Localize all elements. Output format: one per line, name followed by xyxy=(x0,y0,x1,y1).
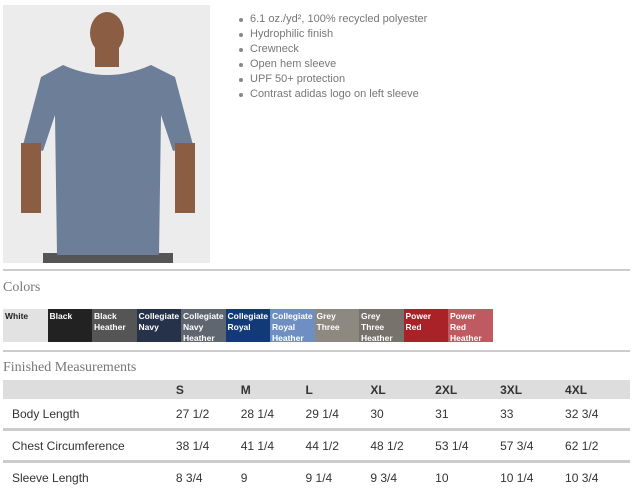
measurement-cell: 30 xyxy=(370,399,436,431)
measurement-cell: 53 1/4 xyxy=(435,429,501,463)
measurement-cell: 41 1/4 xyxy=(240,429,306,463)
measurement-cell: 38 1/4 xyxy=(175,429,241,463)
color-swatch[interactable]: Collegiate Navy xyxy=(136,309,181,342)
measurement-cell: 9 1/4 xyxy=(305,470,333,485)
feature-item: Open hem sleeve xyxy=(237,57,427,72)
color-swatch[interactable]: Collegiate Navy Heather xyxy=(181,309,226,342)
size-header: 3XL xyxy=(500,380,566,399)
measurement-cell: 10 xyxy=(435,470,449,485)
row-label: Body Length xyxy=(3,399,176,431)
table-row: Chest Circumference 38 1/4 41 1/4 44 1/2 48 … xyxy=(3,429,630,463)
colors-heading: Colors xyxy=(3,280,41,295)
row-label: Sleeve Length xyxy=(12,470,89,485)
size-header: XL xyxy=(370,380,436,399)
product-photo xyxy=(3,5,210,263)
color-swatch[interactable]: Collegiate Royal Heather xyxy=(270,309,315,342)
color-swatch[interactable]: Power Red xyxy=(403,309,448,342)
feature-item: UPF 50+ protection xyxy=(237,72,427,87)
measurement-cell: 62 1/2 xyxy=(565,429,630,463)
measurement-cell: 33 xyxy=(500,399,566,431)
measurement-cell: 9 3/4 xyxy=(370,470,398,485)
measurement-cell: 8 3/4 xyxy=(175,470,203,485)
color-swatch[interactable]: Grey Three Heather xyxy=(359,309,404,342)
feature-list: 6.1 oz./yd², 100% recycled polyester Hyd… xyxy=(237,12,427,102)
table-header-row: S M L XL 2XL 3XL 4XL xyxy=(3,380,630,399)
header-blank xyxy=(3,380,176,399)
size-header: 2XL xyxy=(435,380,501,399)
divider xyxy=(3,350,630,352)
row-label: Chest Circumference xyxy=(3,429,176,463)
measurement-cell: 29 1/4 xyxy=(305,399,371,431)
feature-item: Contrast adidas logo on left sleeve xyxy=(237,87,427,102)
table-row: Sleeve Length 8 3/4 9 9 1/4 9 3/4 10 10 1/4 10 … xyxy=(3,462,630,493)
size-header: L xyxy=(305,380,371,399)
measurement-cell: 32 3/4 xyxy=(565,399,630,431)
feature-item: 6.1 oz./yd², 100% recycled polyester xyxy=(237,12,427,27)
measurement-cell: 10 1/4 xyxy=(500,470,534,485)
measurement-cell: 28 1/4 xyxy=(240,399,306,431)
color-swatch[interactable]: Black xyxy=(47,309,92,342)
divider xyxy=(3,269,630,271)
feature-item: Hydrophilic finish xyxy=(237,27,427,42)
table-row: Body Length 27 1/2 28 1/4 29 1/4 30 31 33 32 3/… xyxy=(3,399,630,431)
measurement-cell: 31 xyxy=(435,399,501,431)
measurement-cell: 44 1/2 xyxy=(305,429,371,463)
color-swatch[interactable]: Collegiate Royal xyxy=(225,309,270,342)
size-header: S xyxy=(175,380,241,399)
color-swatch[interactable]: Power Red Heather xyxy=(448,309,493,342)
feature-item: Crewneck xyxy=(237,42,427,57)
measurement-cell: 10 3/4 xyxy=(565,470,599,485)
color-swatch[interactable]: White xyxy=(3,309,48,342)
measurement-cell: 48 1/2 xyxy=(370,429,436,463)
color-swatches: White Black Black Heather Collegiate Navy Co… xyxy=(3,309,493,342)
size-header: 4XL xyxy=(565,380,630,399)
measurement-cell: 57 3/4 xyxy=(500,429,566,463)
measurements-table: S M L XL 2XL 3XL 4XL Body Length 27 1/2 28… xyxy=(3,380,630,492)
measurements-heading: Finished Measurements xyxy=(3,360,137,375)
measurement-cell: 27 1/2 xyxy=(175,399,241,431)
size-header: M xyxy=(240,380,306,399)
color-swatch[interactable]: Grey Three xyxy=(314,309,359,342)
measurement-cell: 9 xyxy=(240,470,248,485)
color-swatch[interactable]: Black Heather xyxy=(92,309,137,342)
